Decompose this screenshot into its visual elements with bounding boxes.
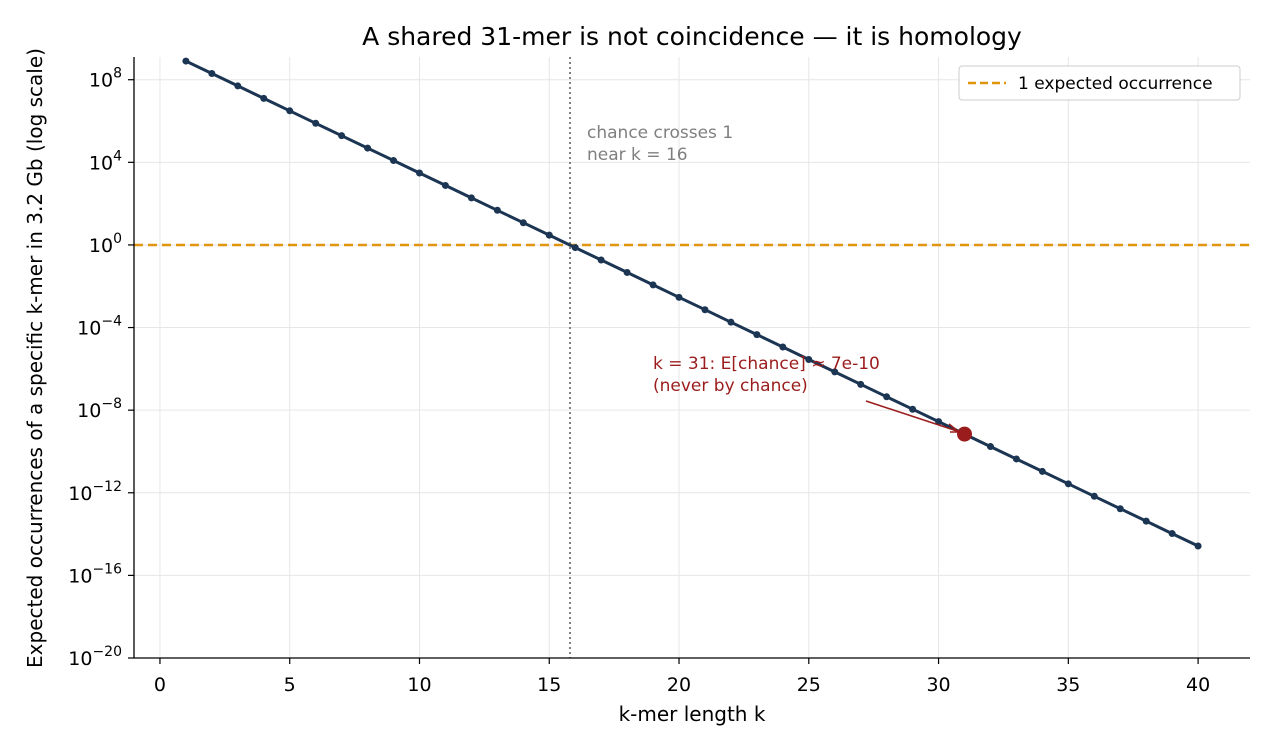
data-point (779, 343, 787, 351)
crossing-annotation-line1: chance crosses 1 (587, 123, 733, 143)
legend-label: 1 expected occurrence (1018, 74, 1213, 94)
legend-box (958, 65, 1241, 101)
data-point (1090, 492, 1098, 500)
data-point (312, 119, 320, 127)
data-point (727, 318, 735, 326)
highlight-arrowhead (948, 423, 962, 433)
data-point (649, 281, 657, 289)
series-layer (182, 57, 1202, 550)
series-line (185, 59, 1199, 548)
data-point (1012, 455, 1020, 463)
reference-lines (134, 57, 1250, 658)
data-point (364, 144, 372, 152)
x-tick-label: 0 (154, 674, 166, 696)
x-tick-label: 5 (284, 674, 296, 696)
x-tick-label: 25 (797, 674, 821, 696)
highlight-annotation-line1: k = 31: E[chance] ≈ 7e-10 (653, 354, 880, 374)
data-point (1116, 505, 1124, 513)
data-point (493, 206, 501, 214)
data-point (286, 107, 294, 115)
y-tick-labels: 108 104 100 10−4 10−8 10−12 10−16 10−20 (68, 66, 122, 670)
x-tick-label: 30 (926, 674, 950, 696)
data-point (441, 181, 449, 189)
y-tick-label: 10−16 (68, 561, 122, 587)
data-point (338, 132, 346, 140)
data-point (831, 368, 839, 376)
data-point (986, 443, 994, 451)
x-axis-label: k-mer length k (619, 702, 766, 726)
data-point (571, 244, 579, 252)
data-point (415, 169, 423, 177)
highlight-point (957, 426, 973, 442)
x-tick-label: 20 (667, 674, 691, 696)
annotations: chance crosses 1 near k = 16 k = 31: E[c… (587, 123, 962, 433)
data-point (545, 231, 553, 239)
data-point (260, 94, 268, 102)
x-tick-label: 40 (1186, 674, 1210, 696)
data-point (208, 70, 216, 78)
y-tick-label: 10−8 (77, 396, 122, 422)
data-point (234, 82, 242, 90)
crossing-annotation-line2: near k = 16 (587, 145, 688, 165)
y-tick-label: 10−12 (68, 479, 122, 505)
x-tick-label: 15 (537, 674, 561, 696)
data-point (182, 57, 190, 65)
y-tick-label: 104 (89, 148, 122, 174)
data-point (1064, 480, 1072, 488)
x-tick-label: 10 (407, 674, 431, 696)
data-point (467, 194, 475, 202)
data-point (1194, 542, 1202, 550)
legend: 1 expected occurrence (958, 65, 1241, 101)
y-tick-label: 10−20 (68, 644, 122, 670)
data-point (623, 268, 631, 276)
data-point (857, 380, 865, 388)
data-point (597, 256, 605, 264)
data-point (1168, 530, 1176, 538)
y-tick-label: 108 (89, 66, 122, 92)
data-point (1142, 517, 1150, 525)
data-point (909, 405, 917, 413)
data-point (883, 393, 891, 401)
highlight-arrow (865, 400, 958, 432)
data-point (519, 219, 527, 227)
data-point (701, 306, 709, 314)
data-point (753, 331, 761, 339)
data-point (1038, 467, 1046, 475)
y-tick-label: 100 (89, 231, 122, 257)
data-point (935, 418, 943, 426)
x-tick-labels: 0 5 10 15 20 25 30 35 40 (154, 674, 1210, 696)
chart-title: A shared 31-mer is not coincidence — it … (362, 22, 1022, 51)
highlight-annotation-line2: (never by chance) (653, 376, 808, 396)
data-point (675, 293, 683, 301)
axes (128, 57, 1250, 664)
data-point (390, 157, 398, 165)
y-axis-label: Expected occurrences of a specific k-mer… (23, 48, 47, 668)
y-tick-label: 10−4 (77, 314, 122, 340)
x-tick-label: 35 (1056, 674, 1080, 696)
data-point (805, 355, 813, 363)
